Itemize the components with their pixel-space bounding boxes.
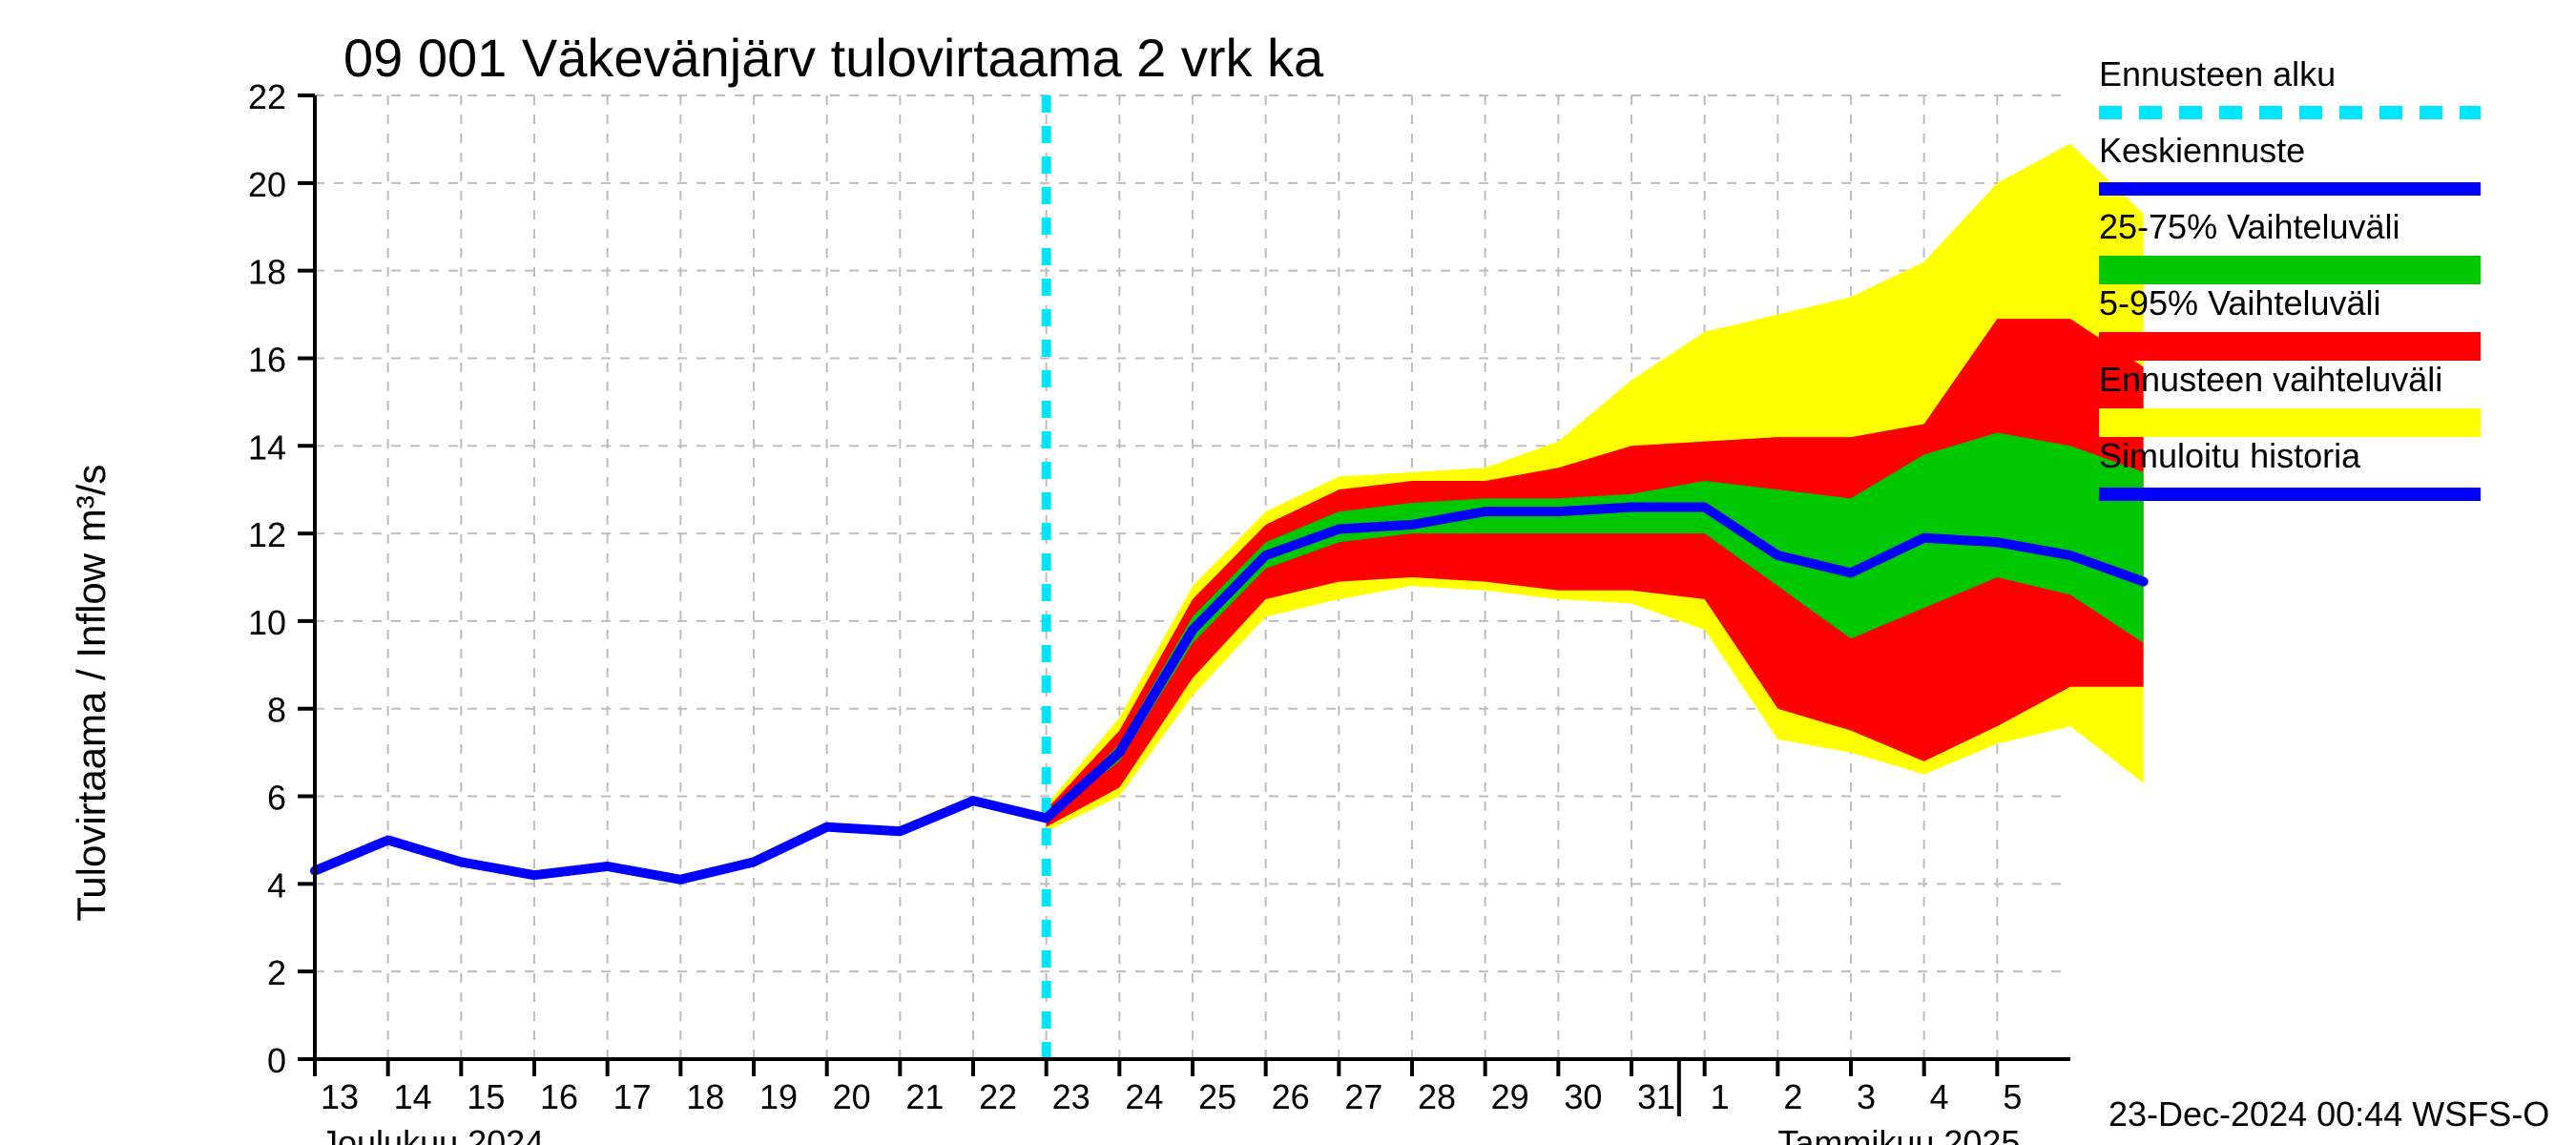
x-tick-label: 13 xyxy=(321,1077,359,1116)
x-tick-label: 29 xyxy=(1491,1077,1529,1116)
x-tick-label: 30 xyxy=(1564,1077,1602,1116)
x-tick-label: 24 xyxy=(1125,1077,1163,1116)
x-tick-label: 1 xyxy=(1711,1077,1730,1116)
legend-label: Simuloitu historia xyxy=(2099,436,2361,475)
x-tick-label: 18 xyxy=(686,1077,724,1116)
x-tick-label: 22 xyxy=(979,1077,1017,1116)
y-tick-label: 0 xyxy=(267,1041,286,1080)
y-tick-label: 16 xyxy=(248,340,286,379)
x-tick-label: 23 xyxy=(1052,1077,1091,1116)
y-tick-label: 6 xyxy=(267,779,286,818)
y-tick-label: 2 xyxy=(267,953,286,992)
month-label: Tammikuu 2025 xyxy=(1777,1123,2020,1145)
x-tick-label: 20 xyxy=(833,1077,871,1116)
y-tick-label: 4 xyxy=(267,865,286,905)
y-tick-label: 8 xyxy=(267,691,286,730)
x-tick-label: 28 xyxy=(1418,1077,1456,1116)
x-tick-label: 26 xyxy=(1272,1077,1310,1116)
y-tick-label: 20 xyxy=(248,165,286,204)
x-tick-label: 16 xyxy=(540,1077,578,1116)
legend-label: 25-75% Vaihteluväli xyxy=(2099,207,2400,246)
x-tick-label: 21 xyxy=(905,1077,944,1116)
y-axis-label: Tulovirtaama / Inflow m³/s xyxy=(69,465,114,922)
legend-label: Keskiennuste xyxy=(2099,131,2305,170)
y-tick-label: 10 xyxy=(248,603,286,642)
x-tick-label: 17 xyxy=(613,1077,652,1116)
legend-swatch xyxy=(2099,256,2481,284)
x-tick-label: 2 xyxy=(1783,1077,1802,1116)
x-tick-label: 15 xyxy=(467,1077,505,1116)
legend-label: Ennusteen vaihteluväli xyxy=(2099,360,2442,399)
x-tick-label: 27 xyxy=(1344,1077,1382,1116)
y-tick-label: 12 xyxy=(248,515,286,554)
x-tick-label: 14 xyxy=(394,1077,432,1116)
x-tick-label: 31 xyxy=(1637,1077,1675,1116)
chart-svg: 0246810121416182022131415161718192021222… xyxy=(0,0,2576,1145)
y-tick-label: 14 xyxy=(248,427,286,467)
x-tick-label: 25 xyxy=(1198,1077,1236,1116)
footer-timestamp: 23-Dec-2024 00:44 WSFS-O xyxy=(2109,1094,2549,1134)
x-tick-label: 5 xyxy=(2003,1077,2022,1116)
y-tick-label: 22 xyxy=(248,77,286,116)
legend-swatch xyxy=(2099,408,2481,437)
legend-label: Ennusteen alku xyxy=(2099,54,2336,94)
x-tick-label: 4 xyxy=(1930,1077,1949,1116)
legend-swatch xyxy=(2099,332,2481,361)
chart-container: 0246810121416182022131415161718192021222… xyxy=(0,0,2576,1145)
chart-title: 09 001 Väkevänjärv tulovirtaama 2 vrk ka xyxy=(343,28,1324,88)
month-label: Joulukuu 2024 xyxy=(321,1123,544,1145)
legend-label: 5-95% Vaihteluväli xyxy=(2099,283,2381,323)
x-tick-label: 3 xyxy=(1857,1077,1876,1116)
y-tick-label: 18 xyxy=(248,253,286,292)
x-tick-label: 19 xyxy=(759,1077,798,1116)
